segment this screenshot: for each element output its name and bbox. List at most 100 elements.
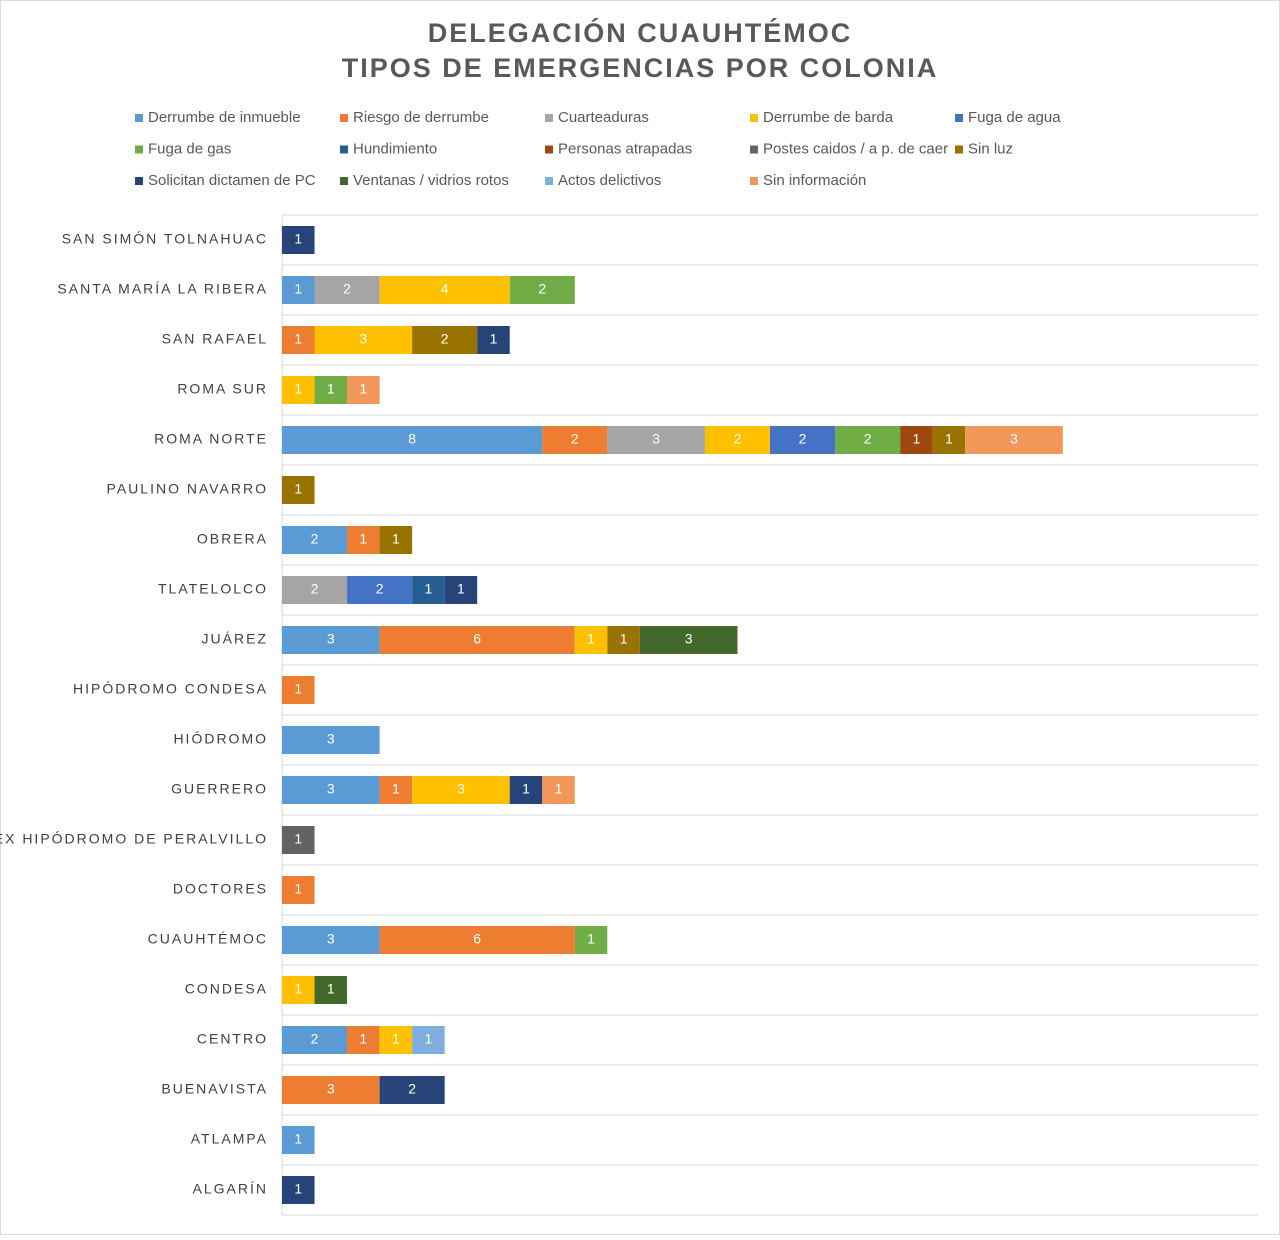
bar-segment (282, 1176, 315, 1204)
bar-segment (444, 576, 478, 604)
y-tick-label: CENTRO (197, 1031, 268, 1047)
y-tick-label: ATLAMPA (191, 1131, 268, 1147)
y-tick-label: GUERRERO (171, 781, 268, 797)
bar-segment (542, 776, 575, 804)
data-label: 6 (473, 631, 481, 647)
data-label: 1 (359, 381, 367, 397)
data-label: 1 (294, 381, 302, 397)
legend-swatch (955, 145, 963, 154)
data-label: 1 (392, 1031, 400, 1047)
legend-swatch (545, 145, 553, 154)
bar-segment (314, 276, 380, 304)
legend-swatch (135, 145, 143, 154)
data-label: 3 (685, 631, 693, 647)
legend-swatch (135, 114, 143, 122)
data-label: 6 (473, 931, 481, 947)
data-label: 1 (294, 1181, 302, 1197)
data-label: 1 (294, 281, 302, 297)
data-label: 3 (327, 731, 335, 747)
data-label: 2 (538, 281, 546, 297)
data-label: 1 (359, 531, 367, 547)
data-label: 4 (441, 281, 449, 297)
chart-subtitle: TIPOS DE EMERGENCIAS POR COLONIA (342, 53, 939, 83)
bar-segment (282, 876, 315, 904)
bar-segment (282, 726, 380, 754)
legend-swatch (750, 145, 758, 154)
bar-segment (704, 426, 770, 454)
data-label: 2 (864, 431, 872, 447)
bar-segment (282, 926, 380, 954)
bar-segment (607, 626, 640, 654)
data-label: 1 (913, 431, 921, 447)
data-label: 1 (490, 331, 498, 347)
bar-segment (282, 226, 315, 254)
bar-segment (379, 1076, 445, 1104)
y-tick-label: HIPÓDROMO CONDESA (73, 681, 268, 697)
data-label: 1 (587, 631, 595, 647)
y-tick-label: CUAUHTÉMOC (148, 931, 268, 947)
legend-label: Actos delictivos (558, 172, 661, 189)
legend-swatch (340, 145, 348, 154)
data-label: 2 (311, 581, 319, 597)
data-label: 1 (327, 381, 335, 397)
bar-segment (965, 426, 1063, 454)
bar-segment (314, 376, 348, 404)
data-label: 3 (652, 431, 660, 447)
bar-segment (639, 626, 738, 654)
legend-label: Fuga de gas (148, 140, 231, 157)
legend-label: Cuarteaduras (558, 109, 649, 126)
bar-segment (574, 626, 608, 654)
legend-label: Sin luz (968, 140, 1013, 157)
bar-segment (282, 276, 315, 304)
data-label: 1 (425, 1031, 433, 1047)
data-label: 2 (799, 431, 807, 447)
bar-segment (282, 676, 315, 704)
data-label: 1 (294, 981, 302, 997)
legend-swatch (545, 114, 553, 122)
data-label: 1 (945, 431, 953, 447)
data-label: 3 (1010, 431, 1018, 447)
data-label: 3 (359, 331, 367, 347)
bar-segment (412, 326, 478, 354)
bar-segment (347, 376, 380, 404)
legend-swatch (750, 114, 758, 122)
data-label: 2 (343, 281, 351, 297)
data-label: 1 (359, 1031, 367, 1047)
bar-segment (835, 426, 901, 454)
bar-segment (412, 576, 445, 604)
data-label: 2 (734, 431, 742, 447)
y-tick-label: ROMA SUR (177, 381, 268, 397)
y-tick-label: SANTA MARÍA LA RIBERA (57, 281, 268, 297)
data-label: 2 (441, 331, 449, 347)
data-label: 3 (327, 781, 335, 797)
legend-label: Ventanas / vidrios rotos (353, 172, 509, 189)
bar-segment (607, 426, 705, 454)
bar-segment (379, 1026, 413, 1054)
data-label: 1 (294, 681, 302, 697)
bar-segment (282, 326, 315, 354)
bar-segment (347, 526, 380, 554)
data-label: 1 (425, 581, 433, 597)
bar-segment (412, 776, 510, 804)
bar-segment (282, 626, 380, 654)
bar-segment (542, 426, 608, 454)
data-label: 1 (294, 331, 302, 347)
bar-segment (477, 326, 510, 354)
data-label: 1 (327, 981, 335, 997)
y-tick-label: JUÁREZ (202, 631, 268, 647)
data-label: 1 (294, 1131, 302, 1147)
data-label: 3 (457, 781, 465, 797)
bar-segment (282, 576, 348, 604)
bar-segment (282, 376, 315, 404)
bar-segment (347, 1026, 380, 1054)
data-label: 1 (457, 581, 465, 597)
data-label: 1 (522, 781, 530, 797)
chart-title: DELEGACIÓN CUAUHTÉMOC (428, 17, 853, 48)
bar-segment (282, 1076, 380, 1104)
y-tick-label: BUENAVISTA (161, 1081, 268, 1097)
bar-segment (314, 976, 348, 1004)
bar-segment (282, 526, 348, 554)
legend-label: Sin información (763, 172, 866, 189)
